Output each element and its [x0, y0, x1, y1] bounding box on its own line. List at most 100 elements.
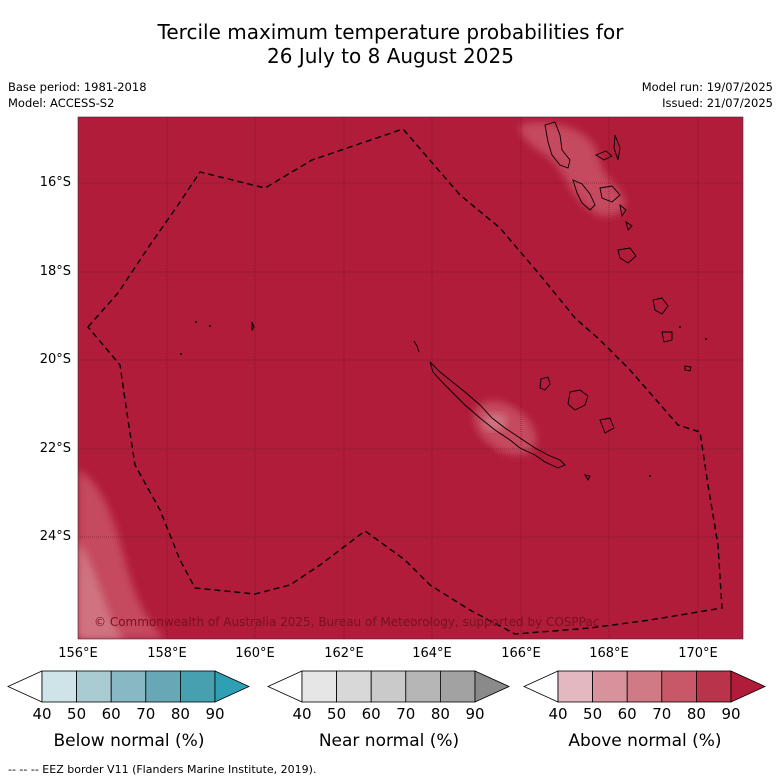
vanuatu-tanna	[652, 297, 669, 315]
loyalty-island-lifou	[567, 389, 589, 411]
below-colorbar-segment	[76, 670, 112, 703]
probability-patch-southwest-70	[78, 540, 125, 639]
footer-legend: -- -- -- EEZ border V11 (Flanders Marine…	[8, 763, 317, 776]
lat-tick: 22°S	[39, 441, 71, 456]
reef-dot	[649, 475, 651, 477]
near-colorbar-segment	[336, 670, 372, 703]
isle-of-pines	[584, 474, 591, 481]
reef-dot	[705, 338, 707, 340]
map-area: © Commonwealth of Australia 2025, Bureau…	[78, 117, 743, 639]
title-line-2: 26 July to 8 August 2025	[267, 44, 514, 68]
lat-tick: 18°S	[39, 264, 71, 279]
below-colorbar-tick: 50	[67, 705, 87, 723]
matthew-island	[684, 365, 692, 372]
grid-lines	[78, 117, 743, 639]
meta-right: Model run: 19/07/2025 Issued: 21/07/2025	[642, 79, 773, 111]
above-colorbar-segment	[696, 670, 732, 703]
colorbar-above	[523, 670, 766, 703]
vanuatu-aneityum	[661, 331, 673, 343]
below-colorbar-max-arrow	[214, 670, 250, 703]
lon-tick: 166°E	[501, 646, 541, 661]
model-run: Model run: 19/07/2025	[641, 80, 773, 94]
below-colorbar-tick: 70	[136, 705, 156, 723]
below-colorbar-tick: 80	[170, 705, 190, 723]
near-colorbar-tick: 60	[361, 705, 381, 723]
lat-tick: 16°S	[39, 175, 71, 190]
near-colorbar-segment	[301, 670, 337, 703]
below-colorbar-segment	[41, 670, 77, 703]
vanuatu-small-islands	[619, 203, 633, 231]
near-colorbar-tick: 70	[396, 705, 416, 723]
lon-tick: 156°E	[58, 646, 98, 661]
colorbar-near	[267, 670, 510, 703]
vanuatu-malekula	[572, 179, 596, 211]
lat-tick: 24°S	[39, 529, 71, 544]
lon-tick: 158°E	[147, 646, 187, 661]
near-colorbar-segment	[370, 670, 407, 703]
reef-dot	[209, 325, 211, 327]
probability-patch-vanuatu	[519, 122, 625, 217]
lon-tick: 162°E	[324, 646, 364, 661]
vanuatu-pentecost	[613, 134, 621, 161]
below-colorbar-tick: 40	[32, 705, 52, 723]
belep-islands	[413, 340, 420, 353]
lon-tick: 168°E	[589, 646, 629, 661]
base-period: Base period: 1981-2018	[8, 80, 147, 94]
meta-left: Base period: 1981-2018 Model: ACCESS-S2	[8, 79, 147, 111]
above-normal-label: Above normal (%)	[568, 731, 722, 751]
above-colorbar-min-arrow	[523, 670, 559, 703]
near-colorbar-tick: 40	[292, 705, 312, 723]
eez-border	[87, 128, 723, 635]
above-colorbar-tick: 50	[583, 705, 603, 723]
below-colorbar-segment	[145, 670, 181, 703]
lon-tick: 164°E	[412, 646, 452, 661]
lon-tick: 170°E	[678, 646, 718, 661]
vanuatu-efate	[599, 185, 621, 203]
vanuatu-ambae	[595, 150, 613, 161]
loyalty-island-mare	[599, 417, 615, 434]
new-caledonia-coast	[429, 361, 566, 469]
near-colorbar-segment	[439, 670, 476, 703]
loyalty-island-ouvea	[539, 376, 551, 391]
above-colorbar-segment	[557, 670, 593, 703]
chart-title: Tercile maximum temperature probabilitie…	[0, 20, 781, 68]
issued-date: Issued: 21/07/2025	[662, 96, 773, 110]
below-colorbar-segment	[179, 670, 216, 703]
vanuatu-erromango	[617, 247, 637, 264]
colorbar-below	[7, 670, 250, 703]
title-line-1: Tercile maximum temperature probabilitie…	[157, 20, 624, 44]
copyright-text: © Commonwealth of Australia 2025, Bureau…	[94, 615, 599, 629]
below-colorbar-tick: 90	[205, 705, 225, 723]
lon-tick: 160°E	[235, 646, 275, 661]
reef-dot	[679, 326, 681, 328]
above-colorbar-max-arrow	[730, 670, 766, 703]
near-normal-label: Near normal (%)	[318, 731, 460, 751]
vanuatu-espiritu-santo	[544, 121, 571, 169]
near-colorbar-max-arrow	[474, 670, 510, 703]
model-name: Model: ACCESS-S2	[8, 96, 115, 110]
probability-patch-new-caledonia-core	[483, 413, 507, 431]
near-colorbar-tick: 80	[430, 705, 450, 723]
below-colorbar-segment	[110, 670, 147, 703]
chesterfield-reef	[251, 321, 255, 332]
reef-dot	[195, 321, 197, 323]
above-colorbar-tick: 40	[548, 705, 568, 723]
map-frame	[77, 116, 744, 640]
above-colorbar-segment	[661, 670, 697, 703]
reef-dot	[180, 353, 182, 355]
probability-field	[78, 117, 743, 639]
above-colorbar-tick: 70	[652, 705, 672, 723]
near-colorbar-tick: 50	[327, 705, 347, 723]
near-colorbar-min-arrow	[267, 670, 303, 703]
below-colorbar-tick: 60	[101, 705, 121, 723]
above-colorbar-tick: 60	[617, 705, 637, 723]
above-colorbar-segment	[626, 670, 663, 703]
above-colorbar-tick: 90	[721, 705, 741, 723]
above-colorbar-tick: 80	[686, 705, 706, 723]
near-colorbar-tick: 90	[465, 705, 485, 723]
lat-tick: 20°S	[39, 352, 71, 367]
near-colorbar-segment	[405, 670, 441, 703]
above-colorbar-segment	[592, 670, 628, 703]
coastlines	[251, 121, 692, 481]
